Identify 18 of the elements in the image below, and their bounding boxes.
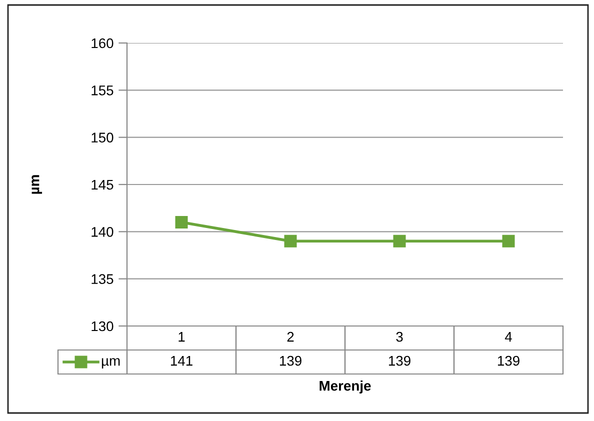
y-tick-label: 160 — [92, 38, 114, 48]
x-tick-label: 4 — [504, 332, 512, 342]
x-tick-label: 3 — [396, 332, 403, 342]
legend-label: µm — [102, 358, 120, 368]
x-tick-label: 2 — [287, 332, 294, 342]
data-label: 141 — [170, 356, 192, 366]
y-tick-label: 145 — [92, 180, 114, 190]
y-tick-label: 150 — [92, 132, 114, 143]
y-tick-label: 135 — [92, 274, 114, 284]
y-tick-label: 155 — [92, 86, 114, 96]
data-label: 139 — [498, 356, 520, 366]
data-label: 139 — [388, 356, 410, 366]
data-label: 139 — [280, 356, 302, 366]
y-tick-label: 130 — [92, 321, 114, 332]
y-tick-label: 140 — [92, 227, 114, 237]
x-tick-label: 1 — [178, 332, 185, 342]
y-axis-title: µm — [32, 175, 42, 194]
x-axis-title: Merenje — [320, 380, 371, 394]
